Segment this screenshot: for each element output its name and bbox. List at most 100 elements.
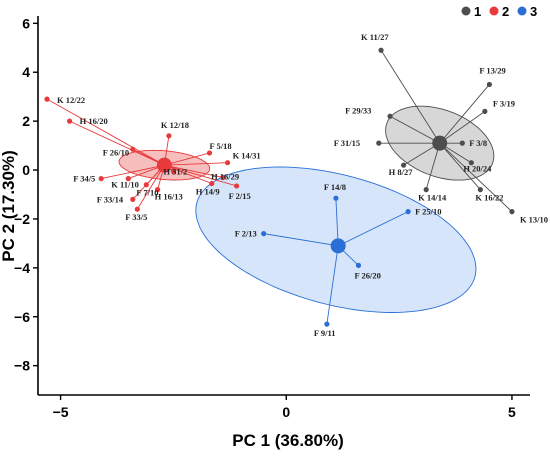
point-label: F 14/8 <box>324 182 346 192</box>
centroid-group-2 <box>156 157 172 173</box>
data-point-1-6 <box>468 160 474 166</box>
x-tick-label: −5 <box>53 404 69 420</box>
point-label: F 7/10 <box>136 188 158 198</box>
spoke-2-13 <box>164 164 237 187</box>
data-point-1-8 <box>423 187 429 193</box>
legend-marker-3 <box>517 6 527 16</box>
point-label: K 12/18 <box>161 120 189 130</box>
data-point-2-1 <box>66 118 73 124</box>
point-label: F 13/29 <box>479 65 505 75</box>
spoke-1-9 <box>439 142 481 190</box>
x-tick-label: 5 <box>508 404 516 420</box>
x-axis-title: PC 1 (36.80%) <box>232 431 344 450</box>
spoke-3-2 <box>263 233 339 247</box>
spoke-1-2 <box>439 110 486 144</box>
spoke-1-3 <box>389 115 440 144</box>
data-point-2-0 <box>44 96 50 102</box>
point-label: K 16/22 <box>475 193 503 203</box>
spoke-1-10 <box>439 142 513 212</box>
data-point-3-3 <box>355 262 362 269</box>
spoke-1-8 <box>425 143 441 190</box>
group-centroids <box>156 135 448 254</box>
legend-marker-1 <box>461 6 471 16</box>
y-tick-label: 2 <box>22 113 30 129</box>
data-point-3-4 <box>324 321 330 327</box>
data-point-2-13 <box>234 183 240 189</box>
point-label: H 16/29 <box>211 171 239 181</box>
point-label: F 31/15 <box>334 138 360 148</box>
data-points <box>44 47 515 327</box>
point-label: K 14/31 <box>233 151 261 161</box>
data-point-2-11 <box>209 180 215 187</box>
legend-label-1: 1 <box>474 4 481 19</box>
data-point-2-3 <box>206 150 213 156</box>
data-point-2-8 <box>98 176 104 182</box>
y-tick-label: −6 <box>14 309 30 325</box>
data-point-2-5 <box>224 160 231 166</box>
point-label: F 3/19 <box>493 98 515 108</box>
point-label: F 3/8 <box>469 138 487 148</box>
data-point-1-1 <box>486 81 492 88</box>
data-point-2-6 <box>170 168 177 174</box>
point-label: H 20/24 <box>463 164 492 174</box>
spoke-2-8 <box>101 164 165 180</box>
point-label: F 2/15 <box>229 191 251 201</box>
y-tick-label: 4 <box>22 64 30 80</box>
point-label: H 8/27 <box>389 167 414 177</box>
point-label: F 2/13 <box>235 229 257 239</box>
data-point-2-2 <box>166 133 172 139</box>
point-label: K 13/10 <box>520 215 548 225</box>
data-point-2-15 <box>134 206 140 212</box>
data-point-2-10 <box>143 182 149 188</box>
point-label: F 9/11 <box>314 328 336 338</box>
point-label: K 12/22 <box>57 95 85 105</box>
centroid-group-1 <box>432 135 448 151</box>
spoke-1-1 <box>439 84 490 144</box>
point-label: F 34/5 <box>73 174 95 184</box>
data-point-1-4 <box>376 140 382 146</box>
spoke-2-1 <box>69 120 165 166</box>
y-axis-title: PC 2 (17.30%) <box>0 150 18 262</box>
point-label: H 16/20 <box>80 116 108 126</box>
legend-label-3: 3 <box>530 4 537 19</box>
x-ticks: −5 0 5 <box>53 395 516 420</box>
data-point-1-5 <box>459 140 465 146</box>
legend-label-2: 2 <box>502 4 509 19</box>
data-point-1-2 <box>482 108 488 114</box>
y-tick-label: 6 <box>22 15 30 31</box>
data-point-1-9 <box>477 187 483 193</box>
data-point-2-14 <box>130 196 136 202</box>
centroid-spokes <box>46 49 513 325</box>
spoke-3-0 <box>335 198 339 246</box>
spoke-2-0 <box>46 98 165 166</box>
point-label: K 14/14 <box>418 193 447 203</box>
y-ticks: 6 4 2 0 −2 −4 −6 −8 <box>14 15 38 374</box>
centroid-group-3 <box>330 238 346 254</box>
y-tick-label: −8 <box>14 358 30 374</box>
data-point-2-7 <box>220 174 226 180</box>
y-tick-label: 0 <box>22 162 30 178</box>
spoke-2-7 <box>164 164 224 178</box>
point-label: H 31/2 <box>163 166 187 176</box>
point-label: F 26/20 <box>354 270 380 280</box>
x-tick-label: 0 <box>282 404 290 420</box>
point-label: F 29/33 <box>345 105 371 115</box>
data-point-2-9 <box>125 176 131 182</box>
spoke-2-11 <box>164 164 212 184</box>
point-label: H 14/9 <box>196 186 220 196</box>
point-label: F 33/14 <box>97 194 124 204</box>
data-point-2-4 <box>130 146 136 152</box>
spoke-2-5 <box>164 162 228 166</box>
point-label: K 11/10 <box>111 180 139 190</box>
point-label: F 26/10 <box>103 147 129 157</box>
point-label: F 25/10 <box>415 207 441 217</box>
legend-marker-2 <box>489 6 499 16</box>
spoke-1-0 <box>380 49 441 144</box>
spoke-3-1 <box>337 211 409 247</box>
data-point-3-2 <box>261 231 267 237</box>
spoke-2-3 <box>164 152 210 166</box>
point-label: F 33/5 <box>125 212 147 222</box>
point-labels: K 11/27 F 13/29 F 3/19 F 29/33 F 31/15 F 3/8 H… <box>57 32 548 338</box>
spoke-3-4 <box>326 245 339 325</box>
